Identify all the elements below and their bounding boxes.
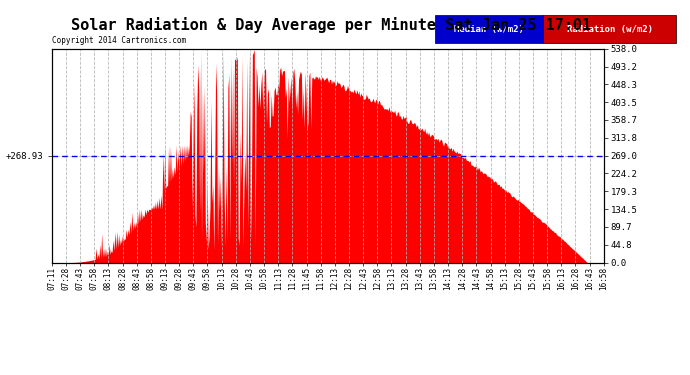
FancyBboxPatch shape (544, 15, 676, 43)
Text: Copyright 2014 Cartronics.com: Copyright 2014 Cartronics.com (52, 36, 186, 45)
Text: Median (w/m2): Median (w/m2) (454, 25, 524, 34)
Text: Radiation (w/m2): Radiation (w/m2) (566, 25, 653, 34)
FancyBboxPatch shape (435, 15, 544, 43)
Text: Solar Radiation & Day Average per Minute Sat Jan 25 17:01: Solar Radiation & Day Average per Minute… (71, 17, 591, 33)
